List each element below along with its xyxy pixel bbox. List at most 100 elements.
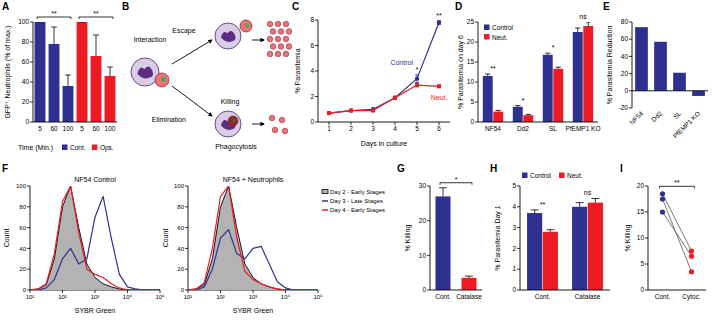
pair-line	[663, 212, 692, 256]
arrow	[172, 86, 212, 116]
y-tick-label: 40	[621, 53, 629, 60]
error-bar	[591, 198, 599, 202]
marker	[349, 109, 353, 113]
error-bar	[415, 83, 419, 87]
pair-line	[663, 194, 692, 251]
parasite	[161, 77, 166, 82]
line	[329, 23, 439, 114]
marker	[437, 84, 441, 88]
error-bar	[515, 106, 520, 107]
x-tick-label: Cont.	[535, 293, 551, 300]
y-tick	[645, 212, 648, 213]
y-tick-label: 100	[174, 183, 185, 189]
bar	[588, 203, 603, 290]
y-tick	[517, 186, 520, 187]
error-bar	[437, 21, 441, 25]
y-tick	[27, 206, 30, 207]
y-tick	[315, 71, 318, 72]
y-tick	[30, 82, 33, 83]
y-tick-label: 6	[310, 42, 314, 49]
error-bar	[545, 53, 550, 55]
y-tick-label: 80	[177, 204, 184, 210]
y-tick-label: 40	[19, 246, 26, 252]
parasite-progeny	[272, 127, 278, 133]
legend-swatch	[484, 34, 490, 40]
y-tick	[30, 22, 33, 23]
y-axis	[632, 22, 633, 108]
x-tick-label: 1	[327, 125, 331, 132]
neutrophil	[131, 58, 159, 86]
point	[660, 191, 665, 196]
parasite-progeny	[267, 36, 273, 42]
x-axis	[430, 290, 482, 291]
x-tick	[285, 290, 286, 293]
x-axis-label: SYBR Green	[233, 307, 274, 314]
y-axis	[30, 186, 31, 290]
x-tick-label: 10¹	[184, 294, 193, 300]
legend-swatch	[62, 145, 68, 151]
line	[30, 196, 160, 290]
sig-label: **	[674, 179, 680, 186]
plot-marks	[188, 186, 318, 290]
x-axis	[648, 290, 706, 291]
y-tick	[185, 206, 188, 207]
error-bar	[107, 67, 113, 76]
y-tick-label: 10	[637, 234, 645, 241]
y-tick	[629, 56, 632, 57]
parasite-progeny	[286, 29, 292, 35]
bar	[63, 86, 74, 122]
legend-label: Ops.	[100, 144, 114, 152]
marker	[327, 111, 331, 115]
parasite-progeny	[279, 117, 285, 123]
y-tick-label: 0	[422, 286, 426, 293]
y-tick-label: 3	[512, 224, 516, 231]
y-tick	[645, 238, 648, 239]
line	[30, 186, 160, 290]
y-tick	[315, 122, 318, 123]
x-tick-label: 10⁵	[155, 294, 165, 300]
bar	[462, 278, 477, 290]
plot-marks	[30, 186, 160, 290]
legend-label: Day 2 - Early Stages	[330, 189, 385, 195]
sig-label: **	[436, 12, 442, 19]
diagram-label: Escape	[172, 27, 195, 35]
parasite-progeny	[286, 44, 292, 50]
sig-label: ns	[579, 13, 587, 20]
y-tick-label: 40	[177, 246, 184, 252]
error-bar	[485, 74, 490, 76]
nucleus	[221, 31, 236, 42]
marker	[437, 20, 441, 24]
x-tick-label: 60	[92, 125, 100, 132]
diagram-label: Killing	[221, 98, 240, 106]
y-tick-label: 60	[22, 58, 30, 65]
bar	[77, 22, 88, 122]
y-tick-label: 20	[19, 266, 26, 272]
parasite-progeny	[275, 36, 281, 42]
y-tick-label: 0	[624, 87, 628, 94]
y-tick-label: 0	[512, 286, 516, 293]
bar	[523, 115, 533, 122]
y-tick	[185, 248, 188, 249]
error-bar	[526, 114, 531, 116]
y-tick	[315, 45, 318, 46]
title: NF54 Control	[74, 176, 116, 183]
y-tick-label: 20	[22, 98, 30, 105]
x-tick-label: 10⁴	[123, 294, 133, 300]
x-axis-label: Time (Min.)	[18, 144, 53, 152]
y-tick	[185, 186, 188, 187]
x-tick	[220, 290, 221, 293]
panel-label: I	[620, 163, 623, 174]
marker	[393, 96, 397, 100]
bar	[105, 76, 116, 122]
point	[689, 254, 694, 259]
y-tick-label: 20	[177, 266, 184, 272]
y-tick-label: 4	[512, 203, 516, 210]
bar	[553, 69, 563, 122]
diagram-label: Phagocytosis	[215, 143, 257, 151]
neutrophil	[215, 111, 241, 137]
x-tick-label: 10⁵	[313, 294, 323, 300]
y-axis	[520, 186, 521, 290]
y-axis-label: GFP⁺ Neutrophils (% of max.)	[4, 25, 12, 118]
x-tick	[188, 290, 189, 293]
legend-label: Cont.	[70, 144, 86, 151]
